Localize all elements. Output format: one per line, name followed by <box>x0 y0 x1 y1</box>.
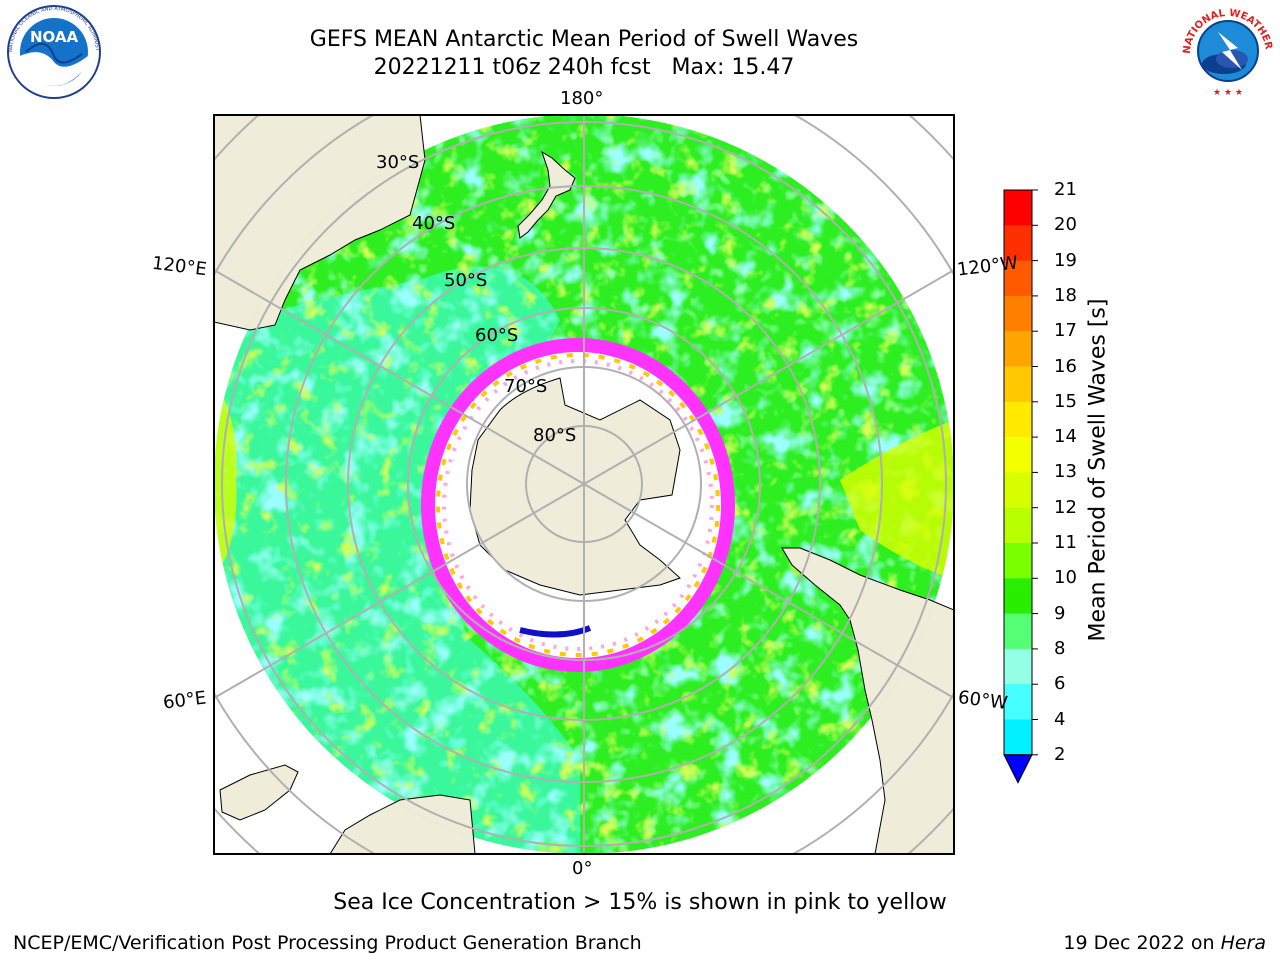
land-antarctica <box>469 377 681 596</box>
colorbar-tick-label: 16 <box>1054 355 1077 377</box>
colorbar-tick-label: 4 <box>1054 708 1066 730</box>
colorbar-label: Mean Period of Swell Waves [s] <box>1085 298 1111 642</box>
colorbar-segment <box>1004 648 1032 685</box>
colorbar-segment <box>1004 472 1032 509</box>
lat-label-70s: 70°S <box>504 376 548 397</box>
lat-label-80s: 80°S <box>533 425 577 446</box>
colorbar-tick-label: 12 <box>1054 496 1077 518</box>
colorbar-tick-label: 18 <box>1054 284 1077 306</box>
graticule <box>214 115 954 854</box>
colorbar-tick-label: 6 <box>1054 673 1066 695</box>
colorbar-segment <box>1004 613 1032 650</box>
colorbar-tick-label: 21 <box>1054 179 1077 200</box>
colorbar-tick-label: 8 <box>1054 637 1066 659</box>
colorbar-tick-label: 13 <box>1054 461 1077 483</box>
colorbar-segment <box>1004 225 1032 262</box>
lat-label-30s: 30°S <box>376 152 420 173</box>
svg-text:★ ★ ★: ★ ★ ★ <box>1213 88 1243 98</box>
colorbar-extend-arrow <box>1003 754 1033 784</box>
colorbar-tick-label: 14 <box>1054 426 1077 448</box>
lon-label-180: 180° <box>560 88 604 109</box>
credit-text: NCEP/EMC/Verification Post Processing Pr… <box>13 932 642 954</box>
colorbar-segment <box>1004 543 1032 579</box>
chart-subtitle: 20221211 t06z 240h fcst Max: 15.47 <box>373 55 795 80</box>
colorbar-tick-label: 11 <box>1054 532 1077 553</box>
colorbar-segment <box>1004 295 1032 332</box>
colorbar-segment <box>1004 684 1032 720</box>
colorbar-ticks <box>1032 189 1038 756</box>
map-area <box>214 115 954 854</box>
colorbar-segment <box>1004 719 1032 756</box>
noaa-logo: NOAA NATIONAL OCEANIC AND ATMOSPHERIC AD… <box>2 4 101 99</box>
colorbar-tick-label: 19 <box>1054 249 1077 271</box>
colorbar-tick-label: 9 <box>1054 602 1066 624</box>
date-text: 19 Dec 2022 on <box>1063 932 1215 954</box>
colorbar-segment <box>1004 260 1032 297</box>
lat-label-50s: 50°S <box>444 270 488 291</box>
colorbar-segment <box>1004 190 1032 226</box>
noaa-logo-text: NOAA <box>30 28 79 46</box>
colorbar-segment <box>1004 401 1032 438</box>
colorbar <box>1003 189 1033 784</box>
colorbar-tick-label: 17 <box>1054 320 1077 342</box>
colorbar-tick-label: 10 <box>1054 567 1077 589</box>
colorbar-segment <box>1004 578 1032 615</box>
land-new-zealand <box>517 150 576 239</box>
colorbar-segment <box>1004 366 1032 403</box>
map-frame <box>213 114 955 855</box>
lat-label-60s: 60°S <box>475 325 519 346</box>
sea-ice-note: Sea Ice Concentration > 15% is shown in … <box>333 890 947 915</box>
colorbar-tick-label: 15 <box>1054 390 1077 412</box>
lon-label-0: 0° <box>572 858 593 879</box>
colorbar-segment <box>1004 331 1032 367</box>
lat-label-40s: 40°S <box>412 213 456 234</box>
colorbar-segment <box>1004 437 1032 473</box>
date-stamp: 19 Dec 2022 on Hera <box>1063 932 1266 954</box>
colorbar-tick-label: 20 <box>1054 214 1077 236</box>
colorbar-tick-label: 2 <box>1054 743 1066 765</box>
chart-title: GEFS MEAN Antarctic Mean Period of Swell… <box>309 27 859 52</box>
colorbar-segment <box>1004 507 1032 544</box>
machine-name: Hera <box>1220 932 1266 954</box>
nws-logo: NATIONAL WEATHER SERVICE ★ ★ ★ <box>1178 4 1274 98</box>
